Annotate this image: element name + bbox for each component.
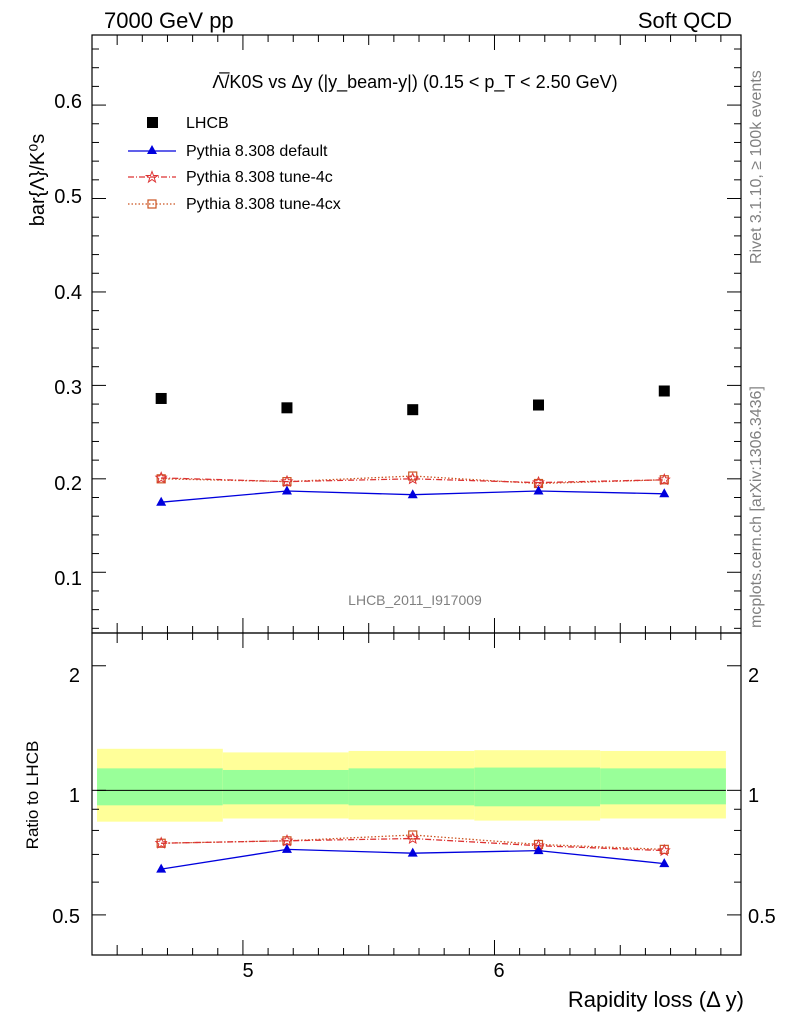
main-data-point <box>659 488 670 498</box>
data-marks <box>154 385 671 873</box>
energy-label: 7000 GeV pp <box>104 8 234 33</box>
legend-label: LHCB <box>186 115 229 132</box>
main-data-point <box>156 496 167 506</box>
ratio-ytick-label: 2 <box>69 665 80 687</box>
main-ytick-labels: 0.6 0.5 0.4 0.3 0.2 0.1 <box>54 91 82 590</box>
main-data-point <box>533 485 544 495</box>
category-label: Soft QCD <box>638 8 732 33</box>
rivet-label: Rivet 3.1.10, ≥ 100k events <box>748 70 765 264</box>
main-ytick-label: 0.1 <box>54 568 82 590</box>
legend-label: Pythia 8.308 tune-4c <box>186 169 333 186</box>
ratio-data-point <box>154 836 168 849</box>
legend-label: Pythia 8.308 tune-4cx <box>186 196 341 213</box>
ratio-ytick-label-right: 2 <box>748 665 759 687</box>
ratio-ylabel: Ratio to LHCB <box>23 741 42 850</box>
main-data-point <box>657 472 671 486</box>
main-series-line <box>161 477 665 484</box>
main-data-point <box>406 471 420 485</box>
band-inner <box>97 768 223 806</box>
ratio-series-line <box>161 837 665 852</box>
ratio-data-point <box>408 830 418 840</box>
plot-title: Λ̅/K0S vs Δy (|y_beam-y|) (0.15 < p_T < … <box>212 72 617 93</box>
main-ytick-label: 0.3 <box>54 377 82 399</box>
main-ytick-label: 0.6 <box>54 91 82 113</box>
ratio-ytick-label-right: 0.5 <box>748 906 776 928</box>
main-data-point <box>408 471 418 481</box>
main-ylabel: bar{Λ}/K⁰s <box>27 134 49 227</box>
main-data-point <box>407 489 418 499</box>
legend-marker-lhcb <box>147 117 158 128</box>
band-inner <box>600 768 726 805</box>
ratio-data-point <box>280 833 294 847</box>
legend-label: Pythia 8.308 default <box>186 143 328 160</box>
legend-marker-tune4c <box>144 170 160 184</box>
ratio-frame <box>91 632 742 956</box>
main-ytick-label: 0.4 <box>54 282 82 304</box>
main-data-point <box>154 471 168 484</box>
axes-frames <box>91 34 742 956</box>
ratio-ytick-labels: 2 1 0.5 2 1 0.5 <box>52 665 776 928</box>
ratio-data-point <box>281 843 292 853</box>
main-data-point <box>281 402 293 414</box>
ratio-ytick-label: 1 <box>69 785 80 807</box>
ratio-data-point <box>156 863 167 873</box>
ratio-data-point <box>406 831 420 844</box>
ratio-data-point <box>407 847 418 857</box>
main-ytick-label: 0.5 <box>54 186 82 208</box>
ratio-data-point <box>659 858 670 868</box>
main-data-point <box>155 392 167 404</box>
xtick-label: 5 <box>242 960 253 982</box>
main-data-point <box>156 474 166 484</box>
main-ytick-label: 0.2 <box>54 473 82 495</box>
analysis-label: LHCB_2011_I917009 <box>348 592 482 608</box>
main-data-point <box>281 485 292 495</box>
xtick-labels: 5 6 <box>242 960 504 982</box>
main-data-point <box>407 404 419 416</box>
legend: LHCB Pythia 8.308 default Pythia 8.308 t… <box>128 115 341 213</box>
main-data-point <box>280 474 294 488</box>
legend-marker-tune4cx <box>147 199 157 209</box>
ratio-ytick-label-right: 1 <box>748 785 759 807</box>
band-inner <box>222 769 349 805</box>
band-inner <box>348 768 475 806</box>
legend-marker-default <box>147 145 157 154</box>
xtick-label: 6 <box>493 960 504 982</box>
ratio-data-point <box>657 843 671 857</box>
band-inner <box>474 767 601 807</box>
ratio-series-line <box>161 834 665 851</box>
ratio-bands <box>97 748 726 822</box>
main-data-point <box>532 475 545 489</box>
x-axis-label: Rapidity loss (Δ y) <box>568 987 744 1012</box>
source-label: mcplots.cern.ch [arXiv:1306.3436] <box>748 386 765 628</box>
ratio-data-point <box>533 845 544 855</box>
main-data-point <box>533 399 545 411</box>
ratio-ytick-label: 0.5 <box>52 906 80 928</box>
main-data-point <box>658 385 670 397</box>
